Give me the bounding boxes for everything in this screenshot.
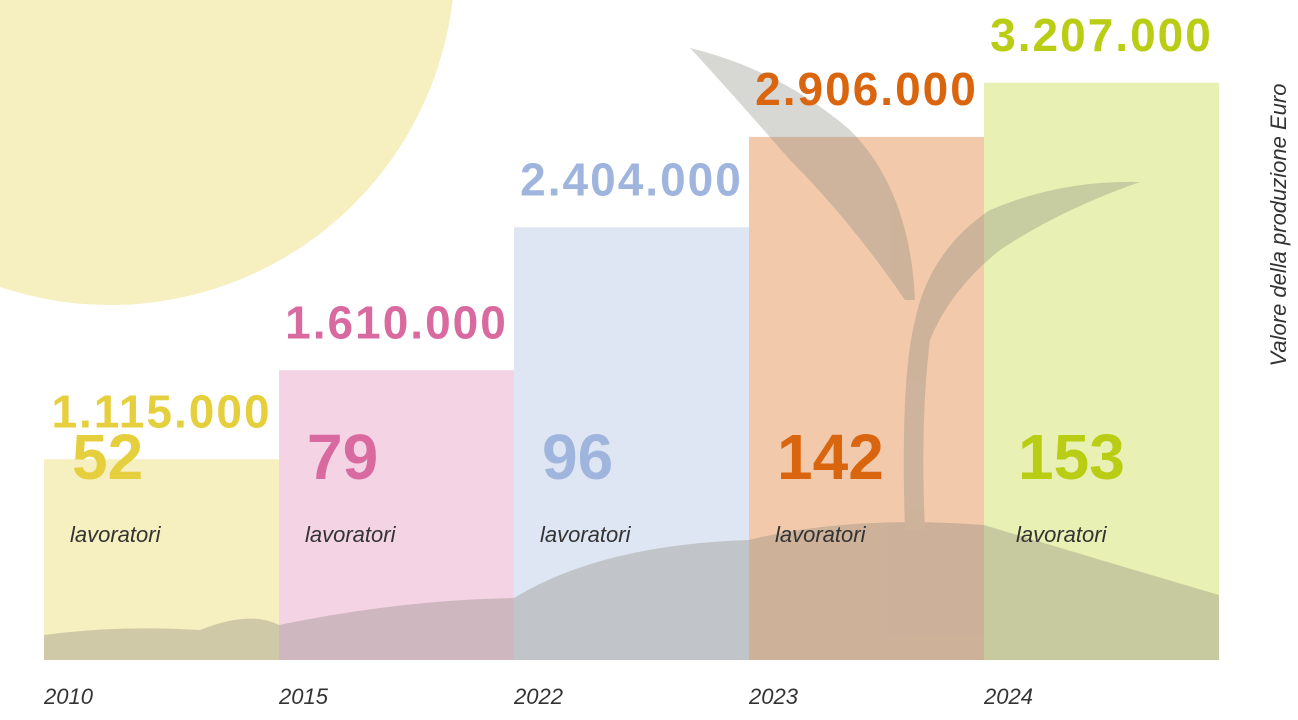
workers-label: lavoratori [70, 522, 162, 547]
value-label: 1.115.000 [51, 385, 271, 437]
value-label: 2.404.000 [520, 153, 743, 205]
x-tick-label: 2010 [43, 684, 94, 709]
workers-label: lavoratori [775, 522, 867, 547]
workers-count: 142 [777, 421, 884, 493]
soil-decor [44, 48, 1219, 660]
decor-circle [0, 0, 453, 305]
workers-label: lavoratori [305, 522, 397, 547]
workers-count: 96 [542, 421, 613, 493]
x-tick-label: 2015 [278, 684, 329, 709]
x-tick-label: 2024 [983, 684, 1033, 709]
bar [279, 370, 514, 660]
value-label: 1.610.000 [285, 296, 508, 348]
workers-count: 52 [72, 421, 143, 493]
bar [749, 136, 984, 661]
bar [514, 227, 749, 660]
workers-count: 79 [307, 421, 378, 493]
x-tick-label: 2022 [513, 684, 563, 709]
x-tick-label: 2023 [748, 684, 799, 709]
workers-label: lavoratori [1016, 522, 1108, 547]
value-label: 3.207.000 [990, 9, 1213, 61]
bar [44, 459, 279, 660]
workers-count: 153 [1018, 421, 1125, 493]
bars [44, 82, 1219, 661]
workers-label: lavoratori [540, 522, 632, 547]
bar [984, 82, 1219, 661]
axis-label: Valore della produzione Euro [1266, 84, 1291, 367]
value-label: 2.906.000 [755, 63, 978, 115]
